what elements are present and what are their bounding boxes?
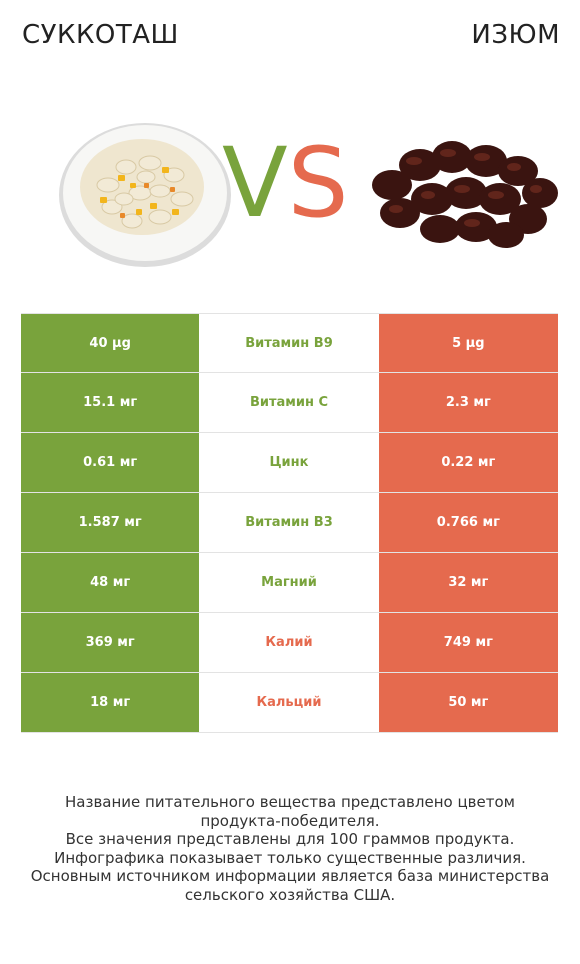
right-value: 32 мг xyxy=(377,553,558,612)
right-value: 0.22 мг xyxy=(377,433,558,492)
footer-line: Основным источником информации является … xyxy=(30,867,550,885)
table-row: 18 мг Кальций 50 мг xyxy=(21,673,558,733)
table-row: 0.61 мг Цинк 0.22 мг xyxy=(21,433,558,493)
nutrient-name: Цинк xyxy=(200,433,378,492)
raisins-image xyxy=(372,141,558,248)
vs-label: VS xyxy=(222,128,349,238)
footer-line: Все значения представлены для 100 граммо… xyxy=(65,830,515,848)
footer-line: продукта-победителя. xyxy=(200,811,380,830)
table-row: 48 мг Магний 32 мг xyxy=(21,553,558,613)
right-value: 749 мг xyxy=(377,613,558,672)
left-value: 369 мг xyxy=(21,613,201,672)
left-value: 0.61 мг xyxy=(21,433,201,492)
right-value: 5 µg xyxy=(377,314,558,372)
left-value: 18 мг xyxy=(21,673,201,732)
footer-line: Название питательного вещества представл… xyxy=(65,793,515,811)
table-row: 1.587 мг Витамин B3 0.766 мг xyxy=(21,493,558,553)
nutrient-name: Калий xyxy=(200,613,378,672)
right-value: 2.3 мг xyxy=(377,373,558,432)
nutrient-name: Витамин C xyxy=(200,373,378,432)
comparison-table: 40 µg Витамин B9 5 µg 15.1 мг Витамин C … xyxy=(21,313,558,733)
hero-illustrations xyxy=(59,123,558,267)
left-product-title: СУККОТАШ xyxy=(22,20,179,50)
nutrient-name: Кальций xyxy=(200,673,378,732)
footer-line: сельского хозяйства США. xyxy=(184,885,396,904)
right-value: 50 мг xyxy=(377,673,558,732)
nutrient-name: Магний xyxy=(200,553,378,612)
nutrient-name: Витамин B9 xyxy=(200,314,378,372)
table-row: 40 µg Витамин B9 5 µg xyxy=(21,313,558,373)
left-value: 40 µg xyxy=(21,314,201,372)
succotash-plate-image xyxy=(59,123,231,267)
left-value: 1.587 мг xyxy=(21,493,201,552)
footer-line: Инфографика показывает только существенн… xyxy=(54,848,526,867)
table-row: 369 мг Калий 749 мг xyxy=(21,613,558,673)
left-value: 48 мг xyxy=(21,553,201,612)
nutrient-name: Витамин B3 xyxy=(200,493,378,552)
table-row: 15.1 мг Витамин C 2.3 мг xyxy=(21,373,558,433)
vs-letter-v: V xyxy=(222,127,288,239)
left-value: 15.1 мг xyxy=(21,373,201,432)
right-product-title: ИЗЮМ xyxy=(471,20,560,50)
footer-note: Название питательного вещества представл… xyxy=(20,793,560,904)
right-value: 0.766 мг xyxy=(377,493,558,552)
vs-letter-s: S xyxy=(287,127,349,239)
